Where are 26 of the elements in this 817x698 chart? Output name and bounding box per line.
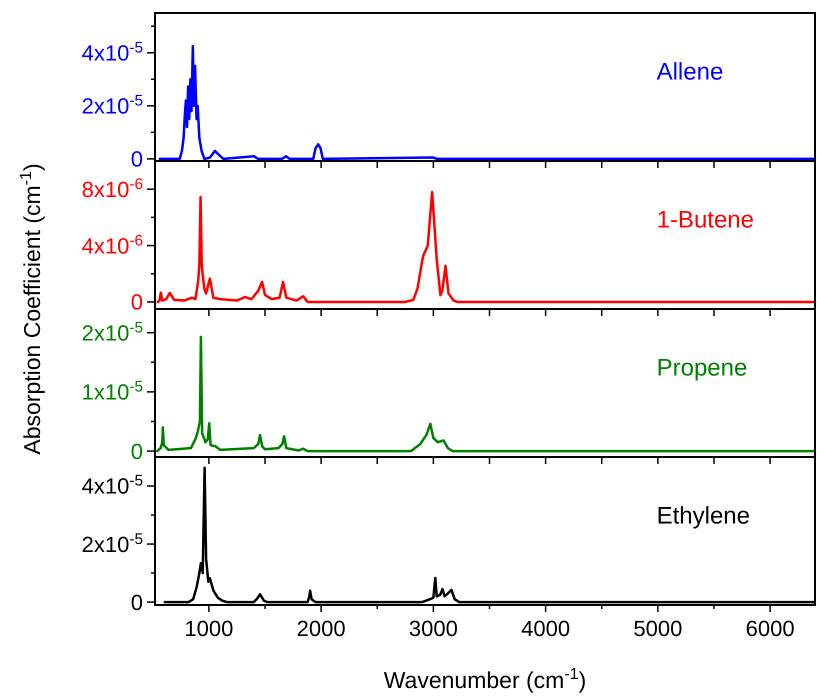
line-series xyxy=(156,190,815,304)
x-tick-label: 1000 xyxy=(184,616,234,641)
y-tick-label: 4x10$^{-5}$ xyxy=(82,38,143,66)
x-tick-label: 3000 xyxy=(408,616,458,641)
y-tick-label: 0 xyxy=(130,290,143,315)
text: Allene xyxy=(656,58,724,86)
x-axis-title: Wavenumber (cm$^{-1}$) xyxy=(384,665,586,693)
x-tick-label: 6000 xyxy=(746,616,795,641)
x-tick-label: 4000 xyxy=(521,616,570,641)
x-tick-label: 2000 xyxy=(296,616,346,641)
y-tick-label: 0 xyxy=(130,438,143,464)
y-tick-label: 2x10$^{-5}$ xyxy=(82,318,143,346)
y-tick-label: 2x10$^{-5}$ xyxy=(82,530,143,557)
y-tick-label: 4x10$^{-5}$ xyxy=(82,472,143,499)
line-series xyxy=(158,44,815,160)
y-tick-label: 4x10$^{-6}$ xyxy=(82,232,143,258)
y-tick-label: 2x10$^{-5}$ xyxy=(82,92,143,119)
x-tick-label: 5000 xyxy=(633,616,682,641)
y-tick-label: 0 xyxy=(130,590,143,615)
y-tick-label: 0 xyxy=(130,146,143,172)
line-series xyxy=(156,336,815,452)
y-tick-label: 8x10$^{-6}$ xyxy=(82,175,143,202)
text: 1-Butene xyxy=(656,206,754,234)
text: Propene xyxy=(656,354,748,382)
y-tick-label: 1x10$^{-5}$ xyxy=(82,378,143,405)
text: Ethylene xyxy=(656,502,750,530)
